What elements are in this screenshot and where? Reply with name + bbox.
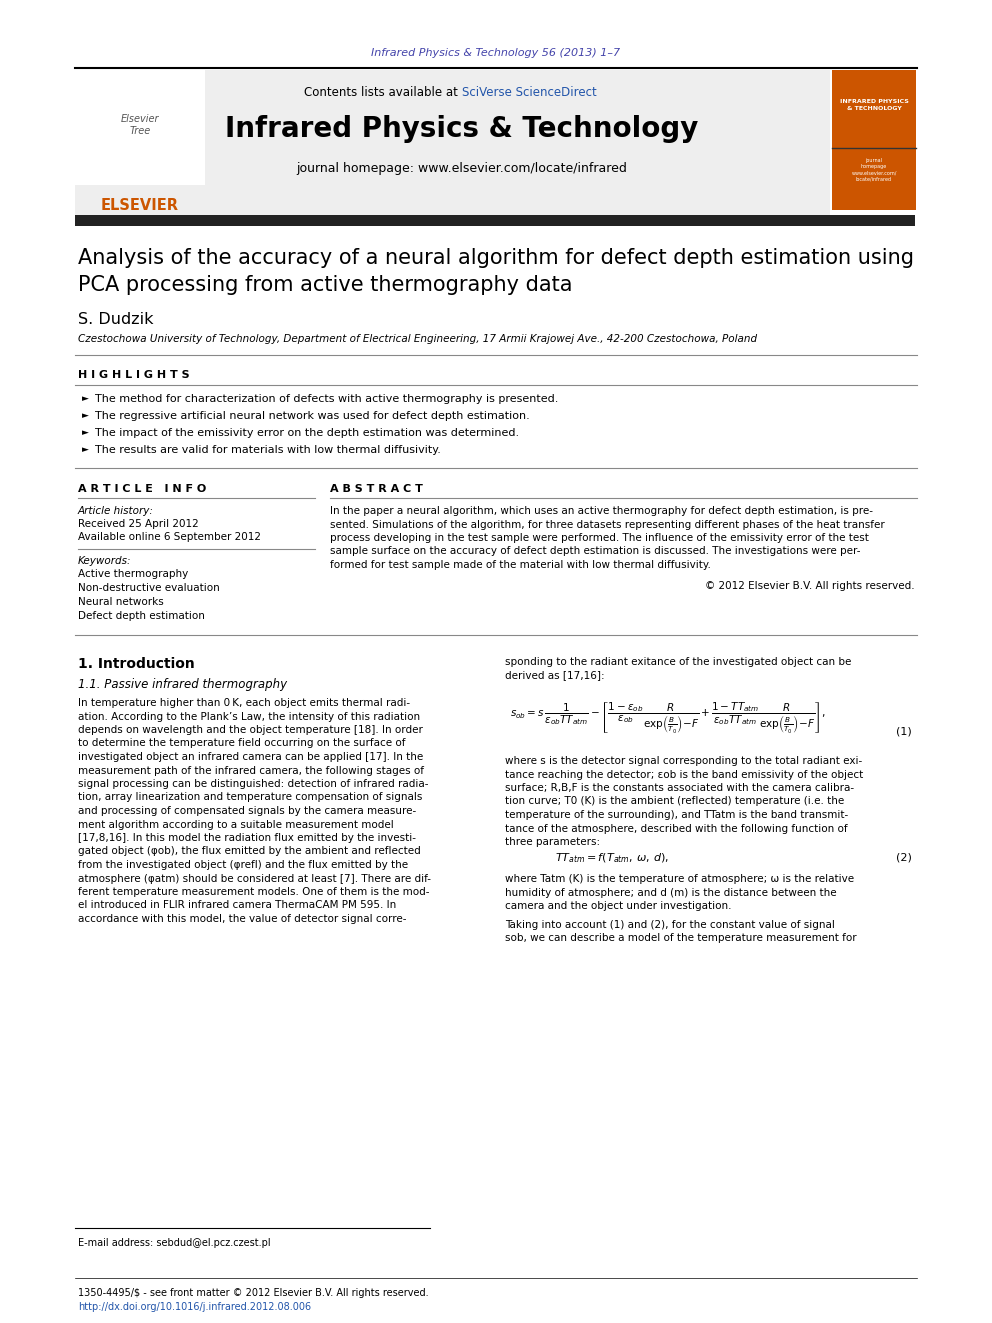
Text: camera and the object under investigation.: camera and the object under investigatio… (505, 901, 731, 912)
Text: sented. Simulations of the algorithm, for three datasets representing different : sented. Simulations of the algorithm, fo… (330, 520, 885, 529)
Text: H I G H L I G H T S: H I G H L I G H T S (78, 370, 189, 380)
Text: Analysis of the accuracy of a neural algorithm for defect depth estimation using: Analysis of the accuracy of a neural alg… (78, 247, 914, 269)
Text: Czestochowa University of Technology, Department of Electrical Engineering, 17 A: Czestochowa University of Technology, De… (78, 333, 757, 344)
Text: 1. Introduction: 1. Introduction (78, 658, 194, 671)
Bar (832, 70, 916, 210)
Text: PCA processing from active thermography data: PCA processing from active thermography … (78, 275, 572, 295)
Text: and processing of compensated signals by the camera measure-: and processing of compensated signals by… (78, 806, 417, 816)
Text: Neural networks: Neural networks (78, 597, 164, 607)
Text: In temperature higher than 0 K, each object emits thermal radi-: In temperature higher than 0 K, each obj… (78, 699, 410, 708)
Text: gated object (φob), the flux emitted by the ambient and reflected: gated object (φob), the flux emitted by … (78, 847, 421, 856)
Text: The results are valid for materials with low thermal diffusivity.: The results are valid for materials with… (95, 445, 440, 455)
Text: ►: ► (82, 429, 89, 437)
Text: temperature of the surrounding), and TTatm is the band transmit-: temperature of the surrounding), and TTa… (505, 810, 848, 820)
Text: ment algorithm according to a suitable measurement model: ment algorithm according to a suitable m… (78, 819, 394, 830)
Bar (75, 216, 915, 226)
Text: ELSEVIER: ELSEVIER (101, 198, 179, 213)
Text: Infrared Physics & Technology: Infrared Physics & Technology (225, 115, 698, 143)
Text: depends on wavelength and the object temperature [18]. In order: depends on wavelength and the object tem… (78, 725, 423, 736)
Text: atmosphere (φatm) should be considered at least [7]. There are dif-: atmosphere (φatm) should be considered a… (78, 873, 431, 884)
Text: SciVerse ScienceDirect: SciVerse ScienceDirect (462, 86, 597, 99)
Text: Taking into account (1) and (2), for the constant value of signal: Taking into account (1) and (2), for the… (505, 919, 835, 930)
Text: (2): (2) (896, 853, 912, 863)
Text: signal processing can be distinguished: detection of infrared radia-: signal processing can be distinguished: … (78, 779, 429, 789)
Text: ►: ► (82, 411, 89, 419)
Text: journal homepage: www.elsevier.com/locate/infrared: journal homepage: www.elsevier.com/locat… (297, 161, 627, 175)
Text: Non-destructive evaluation: Non-destructive evaluation (78, 583, 220, 593)
Text: Received 25 April 2012: Received 25 April 2012 (78, 519, 198, 529)
Text: © 2012 Elsevier B.V. All rights reserved.: © 2012 Elsevier B.V. All rights reserved… (705, 581, 915, 591)
Text: Contents lists available at: Contents lists available at (305, 86, 462, 99)
Text: Elsevier
Tree: Elsevier Tree (121, 114, 160, 136)
Text: where s is the detector signal corresponding to the total radiant exi-: where s is the detector signal correspon… (505, 755, 862, 766)
Text: (1): (1) (896, 728, 912, 737)
Text: 1.1. Passive infrared thermography: 1.1. Passive infrared thermography (78, 677, 287, 691)
Text: tion curve; T0 (K) is the ambient (reflected) temperature (i.e. the: tion curve; T0 (K) is the ambient (refle… (505, 796, 844, 807)
Text: A R T I C L E   I N F O: A R T I C L E I N F O (78, 484, 206, 493)
Text: three parameters:: three parameters: (505, 837, 600, 847)
Text: $s_{ob} = s\,\dfrac{1}{\varepsilon_{ob}TT_{atm}} - \left[\dfrac{1-\varepsilon_{o: $s_{ob} = s\,\dfrac{1}{\varepsilon_{ob}T… (510, 700, 826, 736)
Text: S. Dudzik: S. Dudzik (78, 312, 154, 327)
Text: accordance with this model, the value of detector signal corre-: accordance with this model, the value of… (78, 914, 407, 923)
Text: The impact of the emissivity error on the depth estimation was determined.: The impact of the emissivity error on th… (95, 429, 519, 438)
Text: $TT_{atm} = f(T_{atm},\,\omega,\,d),$: $TT_{atm} = f(T_{atm},\,\omega,\,d),$ (555, 851, 669, 865)
Text: tance reaching the detector; εob is the band emissivity of the object: tance reaching the detector; εob is the … (505, 770, 863, 779)
Text: from the investigated object (φrefl) and the flux emitted by the: from the investigated object (φrefl) and… (78, 860, 408, 871)
Bar (75, 70, 830, 216)
Text: 1350-4495/$ - see front matter © 2012 Elsevier B.V. All rights reserved.: 1350-4495/$ - see front matter © 2012 El… (78, 1289, 429, 1298)
Text: ►: ► (82, 394, 89, 404)
Text: tion, array linearization and temperature compensation of signals: tion, array linearization and temperatur… (78, 792, 423, 803)
Text: http://dx.doi.org/10.1016/j.infrared.2012.08.006: http://dx.doi.org/10.1016/j.infrared.201… (78, 1302, 311, 1312)
Text: measurement path of the infrared camera, the following stages of: measurement path of the infrared camera,… (78, 766, 424, 775)
Text: Defect depth estimation: Defect depth estimation (78, 611, 205, 620)
Text: A B S T R A C T: A B S T R A C T (330, 484, 423, 493)
Text: [17,8,16]. In this model the radiation flux emitted by the investi-: [17,8,16]. In this model the radiation f… (78, 833, 416, 843)
Text: ation. According to the Plank’s Law, the intensity of this radiation: ation. According to the Plank’s Law, the… (78, 712, 421, 721)
Text: INFRARED PHYSICS
& TECHNOLOGY: INFRARED PHYSICS & TECHNOLOGY (839, 99, 909, 111)
Text: Active thermography: Active thermography (78, 569, 188, 579)
Text: ►: ► (82, 445, 89, 454)
Text: el introduced in FLIR infrared camera ThermaCAM PM 595. In: el introduced in FLIR infrared camera Th… (78, 901, 396, 910)
Text: investigated object an infrared camera can be applied [17]. In the: investigated object an infrared camera c… (78, 751, 424, 762)
Text: The regressive artificial neural network was used for defect depth estimation.: The regressive artificial neural network… (95, 411, 530, 421)
Text: sponding to the radiant exitance of the investigated object can be: sponding to the radiant exitance of the … (505, 658, 851, 667)
Bar (75, 70, 205, 185)
Text: ferent temperature measurement models. One of them is the mod-: ferent temperature measurement models. O… (78, 886, 430, 897)
Text: tance of the atmosphere, described with the following function of: tance of the atmosphere, described with … (505, 823, 847, 833)
Text: sample surface on the accuracy of defect depth estimation is discussed. The inve: sample surface on the accuracy of defect… (330, 546, 860, 557)
Text: In the paper a neural algorithm, which uses an active thermography for defect de: In the paper a neural algorithm, which u… (330, 505, 873, 516)
Text: surface; R,B,F is the constants associated with the camera calibra-: surface; R,B,F is the constants associat… (505, 783, 854, 792)
Text: derived as [17,16]:: derived as [17,16]: (505, 669, 605, 680)
Text: to determine the temperature field occurring on the surface of: to determine the temperature field occur… (78, 738, 406, 749)
Text: humidity of atmosphere; and d (m) is the distance between the: humidity of atmosphere; and d (m) is the… (505, 888, 836, 897)
Text: Keywords:: Keywords: (78, 556, 132, 566)
Text: E-mail address: sebdud@el.pcz.czest.pl: E-mail address: sebdud@el.pcz.czest.pl (78, 1238, 271, 1248)
Text: Infrared Physics & Technology 56 (2013) 1–7: Infrared Physics & Technology 56 (2013) … (371, 48, 621, 58)
Text: The method for characterization of defects with active thermography is presented: The method for characterization of defec… (95, 394, 558, 404)
Text: journal
homepage
www.elsevier.com/
locate/infrared: journal homepage www.elsevier.com/ locat… (851, 159, 897, 181)
Text: sob, we can describe a model of the temperature measurement for: sob, we can describe a model of the temp… (505, 933, 857, 943)
Text: process developing in the test sample were performed. The influence of the emiss: process developing in the test sample we… (330, 533, 869, 542)
Text: Available online 6 September 2012: Available online 6 September 2012 (78, 532, 261, 542)
Text: where Tatm (K) is the temperature of atmosphere; ω is the relative: where Tatm (K) is the temperature of atm… (505, 875, 854, 884)
Text: formed for test sample made of the material with low thermal diffusivity.: formed for test sample made of the mater… (330, 560, 711, 570)
Text: Article history:: Article history: (78, 505, 154, 516)
